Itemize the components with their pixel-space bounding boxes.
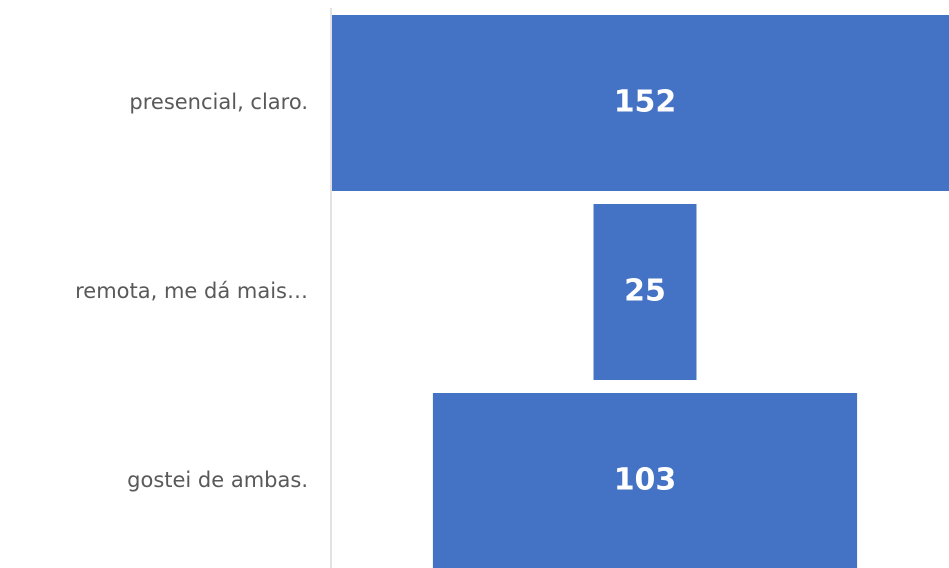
- value-label: 103: [614, 463, 677, 498]
- bar: [593, 204, 697, 380]
- bar: [432, 393, 858, 568]
- category-label: remota, me dá mais…: [75, 279, 308, 303]
- category-label: gostei de ambas.: [127, 468, 308, 492]
- value-label: 152: [614, 85, 677, 120]
- bar: [332, 15, 949, 191]
- value-label: 25: [624, 274, 666, 309]
- category-label: presencial, claro.: [129, 90, 308, 114]
